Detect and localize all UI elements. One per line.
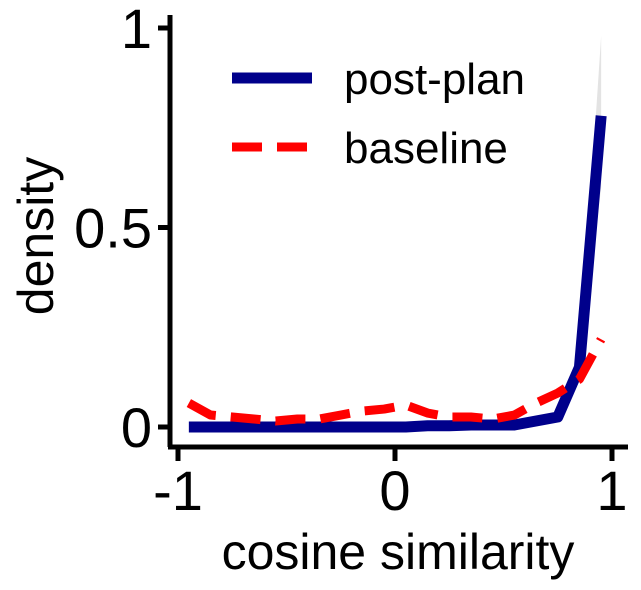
x-tick-label: -1 xyxy=(153,459,203,522)
y-tick-label: 0.5 xyxy=(74,197,152,260)
legend: post-plan baseline xyxy=(232,55,525,173)
legend-label-1: baseline xyxy=(344,124,508,173)
series-line-0 xyxy=(188,115,607,433)
y-axis-label: density xyxy=(8,157,64,315)
series-layer xyxy=(186,115,607,433)
y-tick-label: 0 xyxy=(121,396,152,459)
legend-label-0: post-plan xyxy=(344,55,525,104)
x-tick-label: 0 xyxy=(379,459,410,522)
y-tick-label: 1 xyxy=(121,0,152,60)
x-tick-label: 1 xyxy=(596,459,627,522)
series-line-1 xyxy=(186,337,606,426)
x-axis-label: cosine similarity xyxy=(222,524,575,580)
axes-layer: 00.51-1 0 1 xyxy=(74,0,628,522)
